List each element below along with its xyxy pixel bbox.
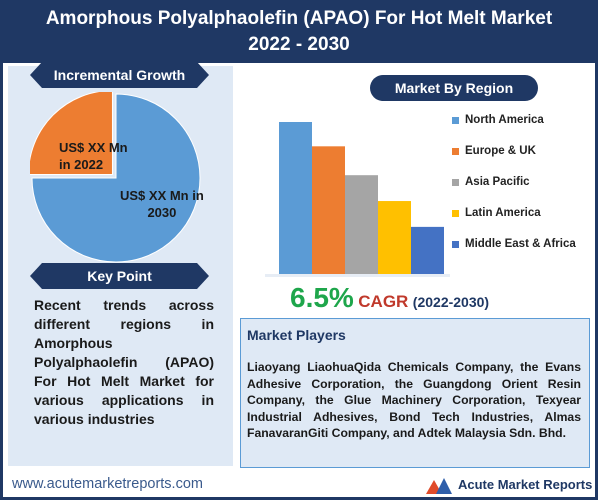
legend-item: Latin America bbox=[452, 207, 576, 238]
pie-chart bbox=[30, 92, 201, 263]
bar-north-america bbox=[279, 122, 312, 274]
legend-label: Latin America bbox=[465, 207, 541, 219]
key-point-text: Recent trends across different regions i… bbox=[34, 297, 214, 427]
cagr-text: 6.5% CAGR (2022-2030) bbox=[290, 282, 489, 314]
bar-asia-pacific bbox=[345, 175, 378, 274]
page-title-years: 2022 - 2030 bbox=[248, 34, 350, 55]
website-url[interactable]: www.acutemarketreports.com bbox=[12, 476, 203, 492]
cagr-years: (2022-2030) bbox=[412, 294, 490, 310]
key-point-label: Key Point bbox=[87, 268, 152, 284]
logo-text: Acute Market Reports bbox=[458, 477, 593, 492]
chart-baseline bbox=[265, 274, 450, 277]
pie-slice-2030 bbox=[31, 93, 201, 263]
logo-icon bbox=[426, 478, 452, 494]
page-header: Amorphous Polyalphaolefin (APAO) For Hot… bbox=[3, 3, 595, 63]
market-players-title: Market Players bbox=[247, 327, 346, 343]
market-by-region-ribbon: Market By Region bbox=[370, 75, 538, 101]
bar-middle-east-africa bbox=[411, 226, 444, 274]
legend-swatch bbox=[452, 241, 459, 248]
legend-swatch bbox=[452, 179, 459, 186]
incremental-growth-label: Incremental Growth bbox=[53, 67, 186, 83]
market-by-region-label: Market By Region bbox=[394, 80, 514, 96]
pie-label-2022: US$ XX Mn in 2022 bbox=[59, 140, 128, 172]
pie-slice-2022 bbox=[30, 92, 113, 175]
region-legend: North America Europe & UK Asia Pacific Lati… bbox=[452, 114, 576, 269]
legend-label: North America bbox=[465, 114, 544, 126]
legend-item: North America bbox=[452, 114, 576, 145]
region-bar-chart bbox=[265, 122, 450, 277]
market-players-box: Market Players Liaoyang LiaohuaQida Chem… bbox=[240, 318, 590, 468]
legend-item: Middle East & Africa bbox=[452, 238, 576, 269]
legend-label: Asia Pacific bbox=[465, 176, 530, 188]
cagr-label: CAGR bbox=[358, 292, 409, 311]
cagr-value: 6.5% bbox=[290, 282, 354, 313]
incremental-growth-ribbon: Incremental Growth bbox=[30, 62, 209, 88]
bar-europe-uk bbox=[312, 146, 345, 274]
pie-label-2030: US$ XX Mn in 2030 bbox=[120, 188, 204, 220]
legend-swatch bbox=[452, 210, 459, 217]
key-point-ribbon: Key Point bbox=[30, 263, 209, 289]
legend-swatch bbox=[452, 148, 459, 155]
legend-label: Europe & UK bbox=[465, 145, 536, 157]
bar-latin-america bbox=[378, 201, 411, 274]
legend-swatch bbox=[452, 117, 459, 124]
legend-item: Europe & UK bbox=[452, 145, 576, 176]
legend-item: Asia Pacific bbox=[452, 176, 576, 207]
company-logo: Acute Market Reports bbox=[424, 474, 594, 496]
page-title: Amorphous Polyalphaolefin (APAO) For Hot… bbox=[45, 8, 553, 29]
legend-label: Middle East & Africa bbox=[465, 238, 576, 250]
market-players-text: Liaoyang LiaohuaQida Chemicals Company, … bbox=[247, 360, 581, 440]
